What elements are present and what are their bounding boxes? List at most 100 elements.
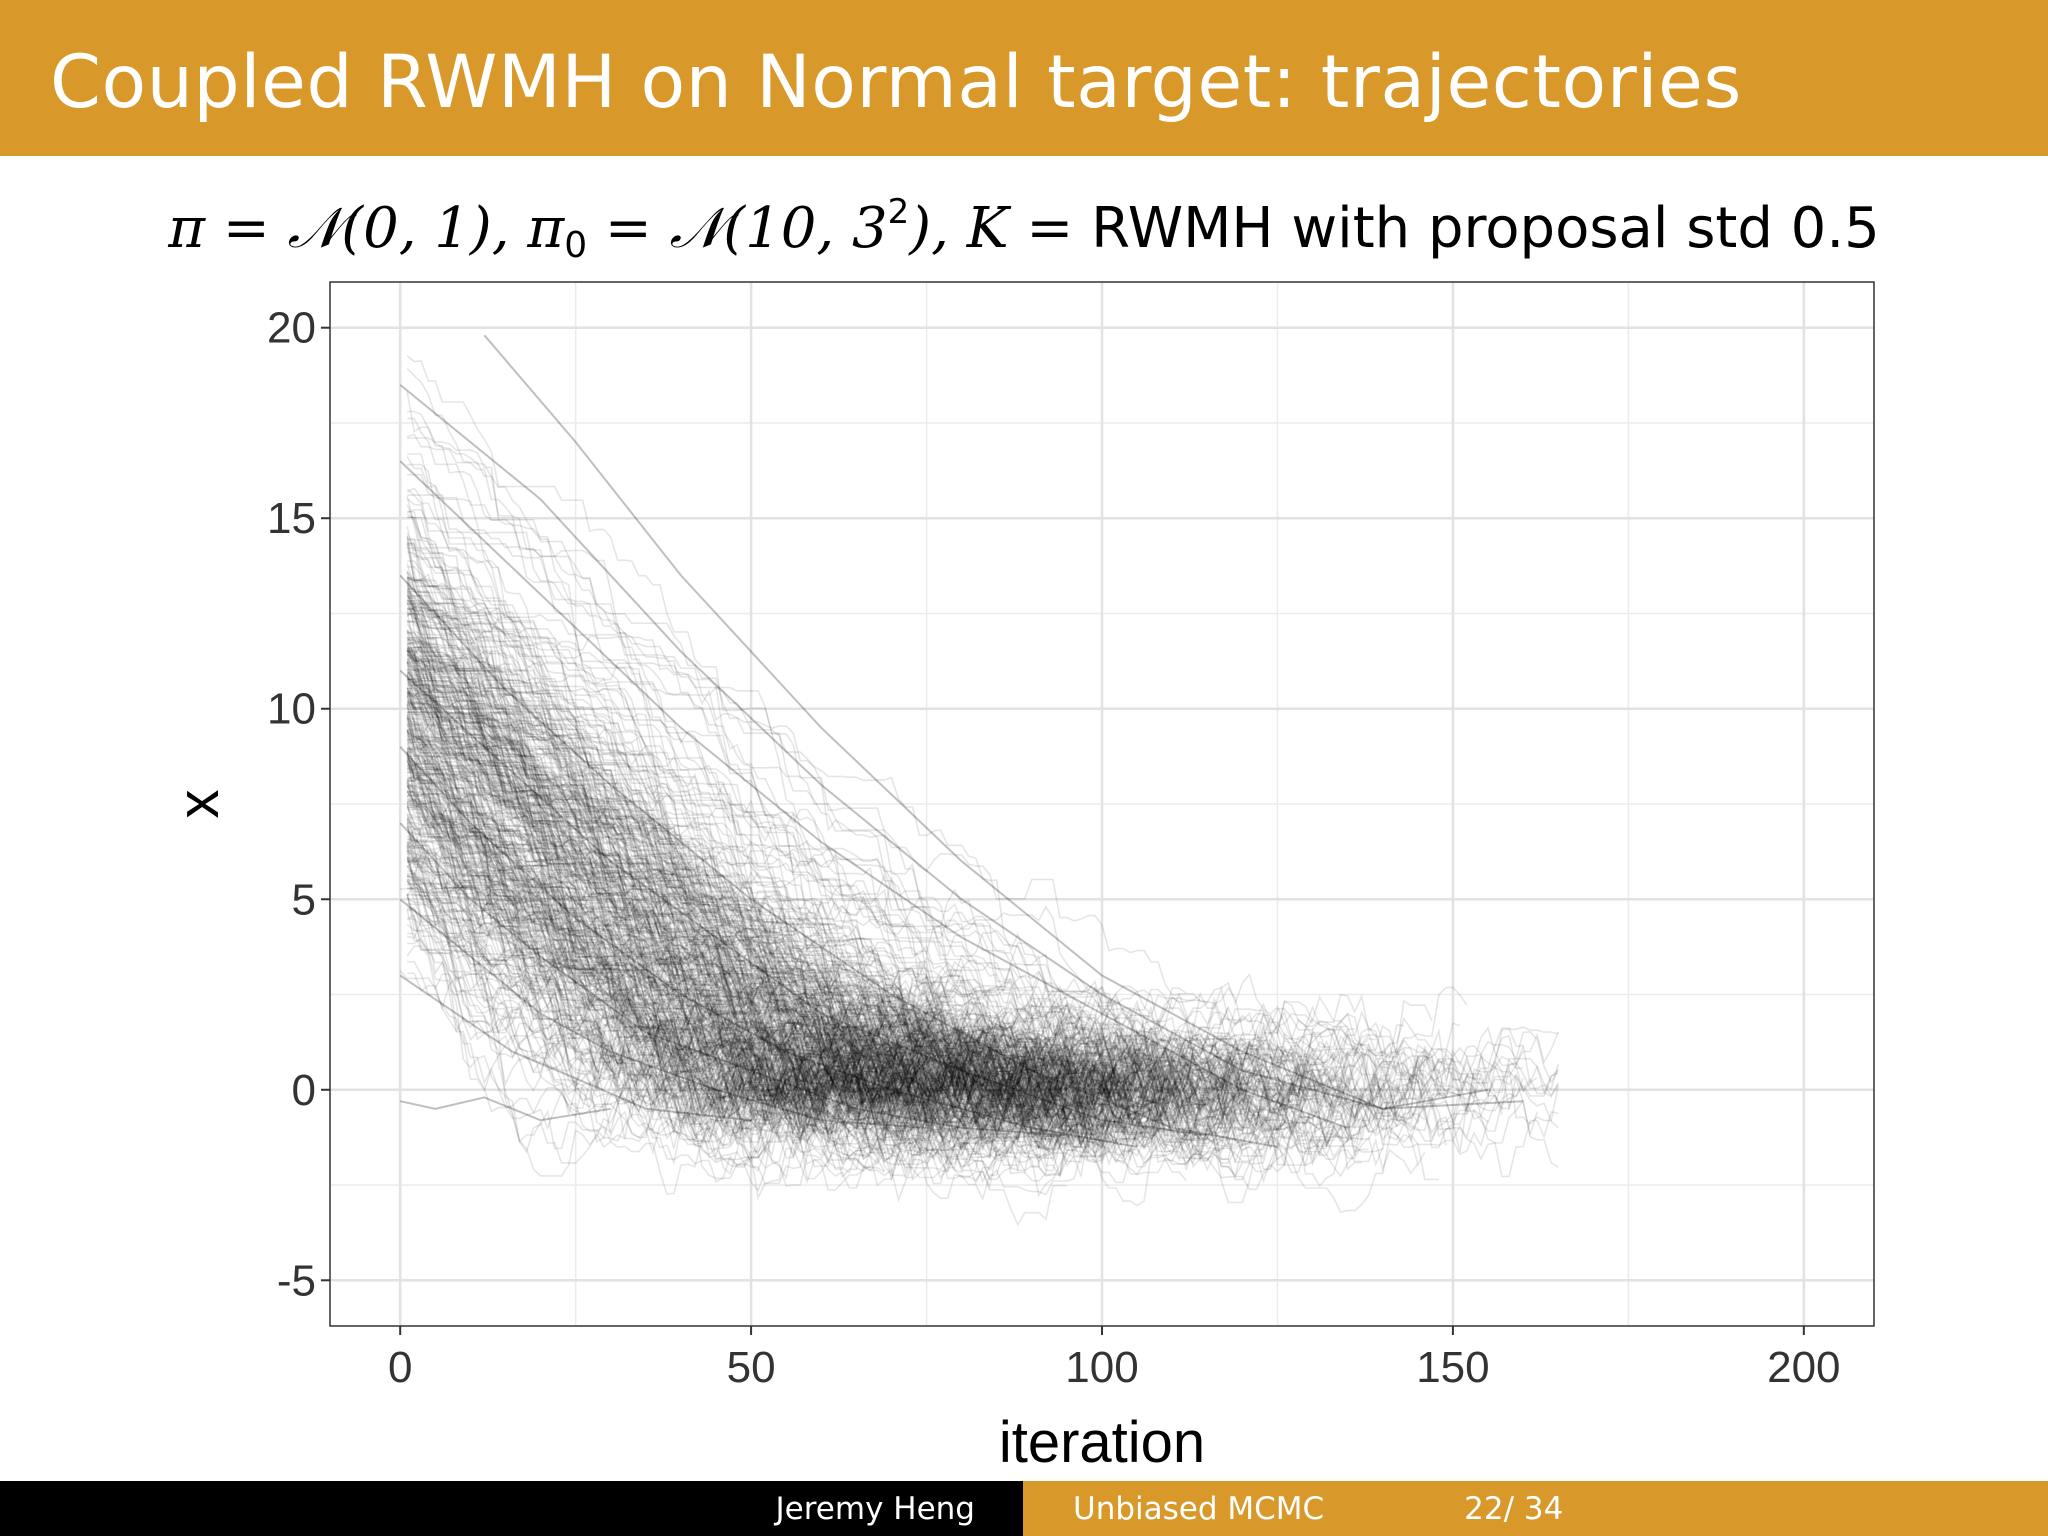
trajectory-line [406,736,1201,1132]
trajectory-line [407,711,1117,1140]
trajectory-line [407,733,1089,1120]
trajectory-line [406,577,1166,1172]
trajectory-line [407,588,1300,1154]
trajectory-line [406,714,1328,1207]
trajectory-line [406,576,1538,1145]
trajectory-line [407,652,1243,1146]
trajectory-line [407,785,1089,1103]
trajectory-line [407,725,1068,1127]
trajectory-line [406,785,1103,1105]
trajectory-line [407,642,1145,1146]
trajectory-line [399,574,1278,1148]
trajectory-line [406,649,1201,1139]
trajectory-line [406,751,1054,1128]
trajectory-line [407,648,1286,1144]
trajectory-line [406,677,1166,1119]
trajectory-line [406,671,1173,1118]
trajectory-line [407,749,1222,1142]
trajectory-line [407,659,1355,1167]
trajectory-line [407,847,941,1158]
trajectory-line [406,576,1538,1141]
trajectory-line [406,840,837,1096]
trajectories [399,334,1559,1227]
trajectory-line [406,715,1348,1150]
trajectory-line [407,791,1152,1135]
trajectory-line [406,806,1103,1150]
trajectory-line [406,646,1082,1111]
trajectory-line [407,936,864,1122]
trajectory-line [406,847,843,1164]
normal-initial: 𝒩(10, 3 [669,196,888,261]
trajectory-line [406,850,935,1137]
trajectory-line [406,668,1243,1162]
trajectory-line [407,620,1103,1124]
trajectory-line [406,679,1244,1150]
trajectory-line [406,687,1349,1145]
trajectory-line [406,945,872,1147]
trajectory-line [406,680,1040,1135]
trajectory-line [406,644,1075,1150]
trajectory-line [407,816,1067,1114]
x-tick-label: 50 [727,1343,776,1392]
trajectory-line [407,647,1376,1136]
trajectory-line [406,717,1082,1135]
grid-lines [330,282,1874,1326]
trajectory-line [406,835,1005,1150]
trajectory-line [406,880,844,1106]
trajectory-line [407,778,935,1137]
trajectory-line [406,747,1026,1144]
trajectory-line [407,805,949,1142]
trajectory-line [406,584,1110,1097]
trajectory-line [407,607,1152,1047]
trajectory-line [406,716,1103,1182]
trajectory-line [407,673,1096,1159]
trajectory-line [406,783,1012,1082]
trajectory-line [406,781,1103,1149]
trajectory-line [406,629,1412,1148]
trajectory-line [406,847,879,1110]
trajectory-line [406,652,1236,1135]
trajectory-line [407,738,1166,1163]
trajectory-line [407,887,864,1112]
trajectory-line [406,768,984,1164]
trajectory-line [406,689,1117,1108]
trajectory-line [406,820,1053,1133]
trajectory-line [406,641,1124,1107]
trajectory-line [407,510,1265,1124]
trajectory-line [406,543,1454,1109]
trajectory-line [407,960,801,1155]
trajectory-line [406,749,1236,1167]
trajectory-line [406,674,1342,1155]
trajectory-line [407,631,1103,1050]
trajectory-line [407,657,1300,1155]
trajectory-line [406,706,1243,1142]
trajectory-line [406,837,1089,1148]
trajectory-line [448,775,1089,1092]
trajectory-line [406,750,1187,1182]
trajectory-line [406,775,1095,1099]
trajectory-line [407,822,963,1129]
trajectory-line [407,902,829,1168]
trajectory-line [406,729,1237,1143]
trajectory-line [407,741,1230,1201]
slide-header: Coupled RWMH on Normal target: trajector… [0,0,2048,156]
y-tick-label: 5 [292,875,316,924]
trajectory-line [406,488,1559,1181]
trajectory-line [406,785,1026,1113]
trajectory-line [407,704,1208,1116]
trajectory-line [406,504,1348,1122]
trajectory-line [406,791,1138,1133]
x-axis-label: iteration [999,1410,1205,1475]
trajectory-line [406,923,787,1131]
trajectory-line [407,701,1110,1174]
trajectory-line [406,881,837,1144]
trajectory-line [407,651,1096,1120]
trajectory-line [407,813,997,1111]
trajectory-line [406,857,1004,1164]
footer-author: Jeremy Heng [775,1490,975,1527]
trajectory-line [407,608,1356,1119]
trajectory-line [407,542,1405,1161]
trajectory-line [406,853,969,1107]
trajectory-line [407,654,1271,1163]
trajectory-line [407,684,1103,1139]
